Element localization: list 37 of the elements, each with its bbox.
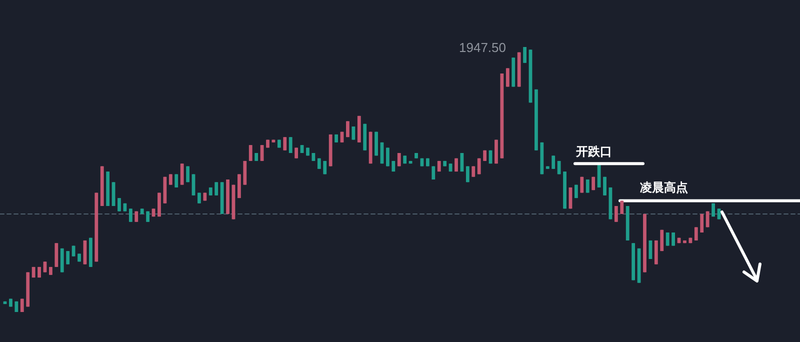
candlestick: [192, 174, 196, 196]
candlestick: [506, 68, 510, 88]
annotation: 开跌口: [575, 144, 612, 159]
ref-line-label: 凌晨高点: [640, 180, 688, 195]
candlestick: [43, 261, 47, 273]
candlestick: [180, 163, 184, 186]
candlestick: [214, 182, 218, 196]
annotation: 1947.50: [459, 40, 506, 55]
candlestick: [694, 226, 698, 241]
candlestick: [614, 206, 618, 222]
candlestick: [283, 136, 287, 151]
candlestick: [352, 126, 356, 140]
candlestick: [248, 144, 252, 162]
candlestick: [580, 176, 584, 194]
candlestick: [672, 232, 676, 246]
candlestick: [118, 198, 121, 212]
candlestick: [654, 240, 658, 265]
candlestick: [523, 46, 526, 64]
candlestick: [586, 179, 590, 194]
candlestick: [60, 248, 64, 273]
candlestick: [288, 136, 292, 154]
candlestick: [54, 242, 58, 268]
candlestick: [397, 152, 401, 167]
candlestick: [552, 155, 556, 170]
candlestick: [66, 250, 70, 265]
candlestick: [666, 232, 670, 246]
candlestick: [603, 176, 606, 196]
candlestick: [128, 208, 132, 222]
candlestick: [346, 120, 350, 138]
candlestick: [717, 208, 721, 220]
candlestick: [237, 174, 241, 199]
candlestick: [168, 174, 172, 186]
candlestick: [620, 200, 624, 214]
candlestick: [294, 147, 298, 159]
candlestick: [386, 147, 390, 167]
candlestick: [243, 160, 247, 186]
candlestick: [174, 174, 178, 188]
